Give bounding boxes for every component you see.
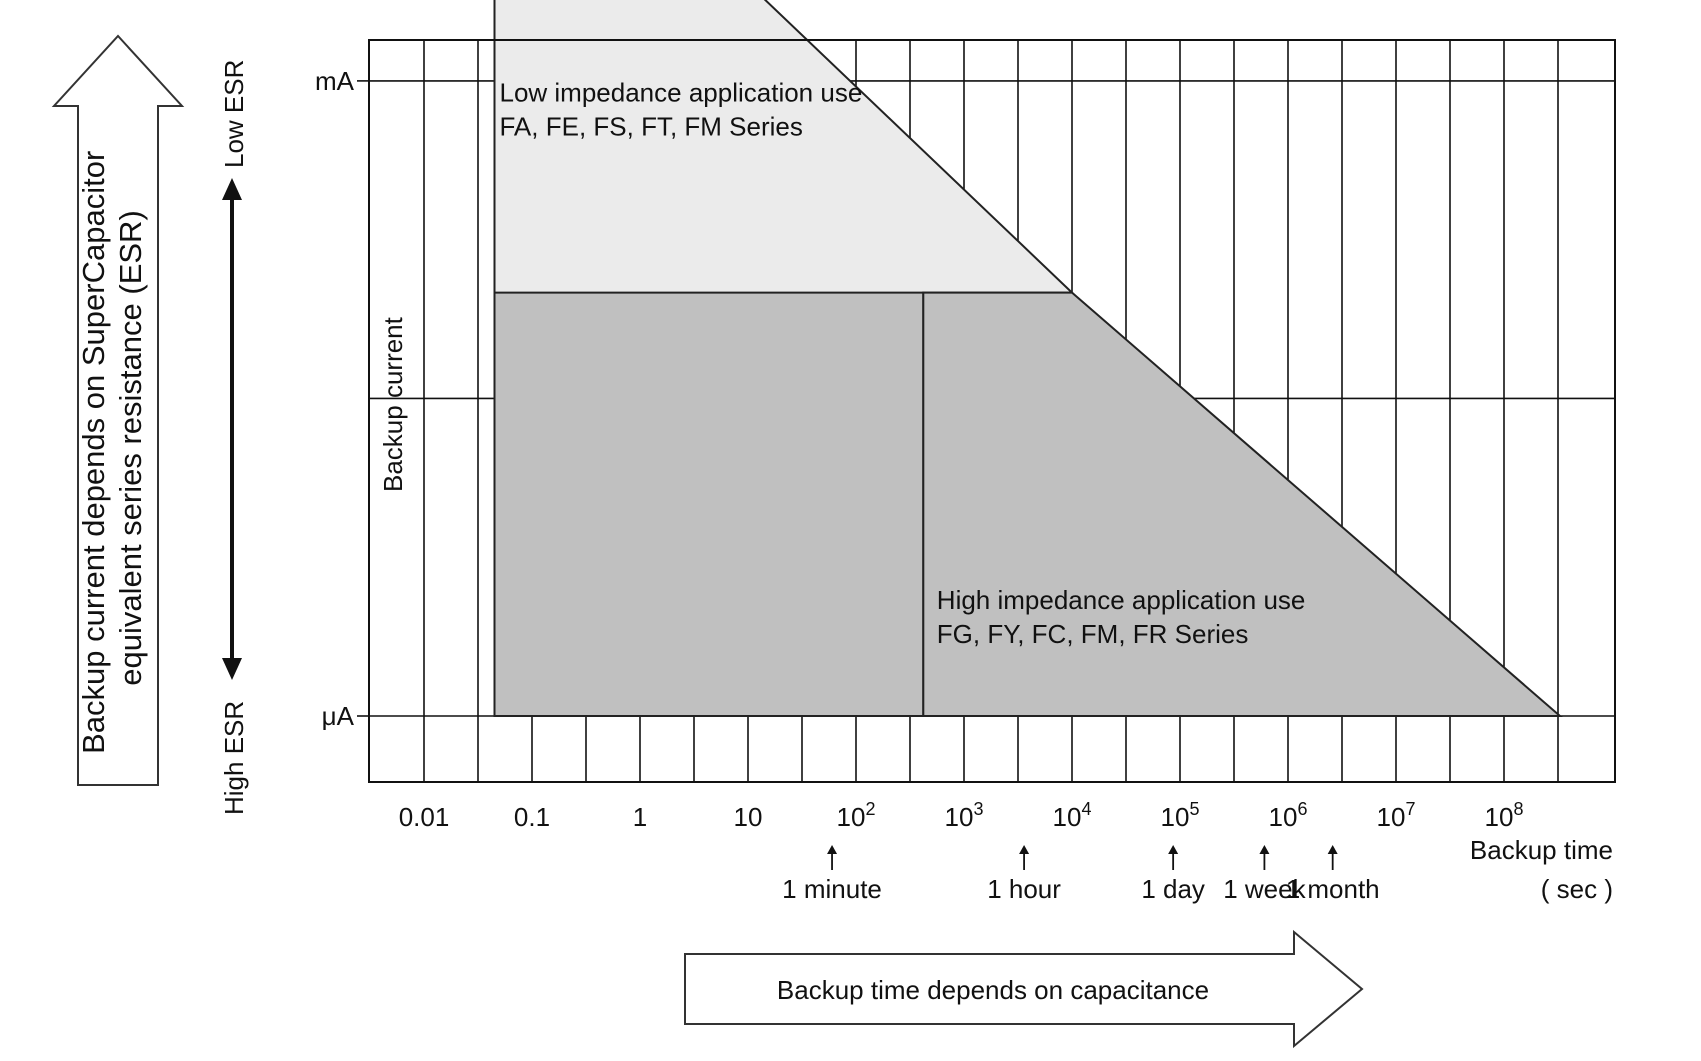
x-tick-label: 102 <box>837 799 876 832</box>
region-label-line: FG, FY, FC, FM, FR Series <box>937 619 1249 649</box>
y-axis-label: Backup current <box>378 316 408 492</box>
bottom-arrow-text: Backup time depends on capacitance <box>777 975 1209 1005</box>
y-tick-label: mA <box>315 66 355 96</box>
time-marker-arrowhead <box>1019 845 1030 854</box>
esr-low-label: Low ESR <box>219 60 249 168</box>
left-arrow-text: Backup current depends on SuperCapacitor… <box>76 142 148 754</box>
time-marker-label: 1 hour <box>987 874 1061 904</box>
region-label-low-impedance: Low impedance application use FA, FE, FS,… <box>499 77 862 141</box>
region-label-line: FA, FE, FS, FT, FM Series <box>499 111 802 141</box>
region-label-line: Low impedance application use <box>499 77 862 107</box>
plot-frame <box>368 39 1616 783</box>
bottom-big-arrow <box>684 929 1364 1049</box>
y-tick-label: μA <box>322 701 355 731</box>
regions <box>493 0 1563 717</box>
time-marker-label: 1 month <box>1286 874 1380 904</box>
x-tick-label: 105 <box>1161 799 1200 832</box>
left-arrow-line-2: equivalent series resistance (ESR) <box>113 210 148 686</box>
x-tick-label: 1 <box>633 802 647 832</box>
x-tick-label: 0.1 <box>514 802 550 832</box>
left-arrow-line-1: Backup current depends on SuperCapacitor <box>76 151 111 754</box>
region-low-impedance-base <box>493 291 925 717</box>
x-tick-label: 106 <box>1269 799 1308 832</box>
region-label-high-impedance: High impedance application use FG, FY, FC… <box>937 585 1306 649</box>
left-big-arrow <box>51 34 185 786</box>
x-tick-label: 104 <box>1053 799 1092 832</box>
x-axis-unit: ( sec ) <box>1541 874 1613 904</box>
x-axis-label: Backup time <box>1470 835 1613 865</box>
region-labels: Low impedance application use FA, FE, FS,… <box>499 77 1306 649</box>
x-axis-ticks: 0.01 0.1 1 10 102 103 104 105 106 107 108 <box>399 799 1524 832</box>
x-tick-label: 107 <box>1377 799 1416 832</box>
y-axis-ticks: μAmAAkA <box>315 66 369 731</box>
time-marker-arrowhead <box>1327 845 1338 854</box>
x-tick-label: 108 <box>1485 799 1524 832</box>
region-high-impedance <box>922 291 1563 717</box>
time-marker-arrowhead <box>1259 845 1270 854</box>
x-tick-label: 103 <box>945 799 984 832</box>
esr-high-label: High ESR <box>219 701 249 815</box>
time-marker-arrowhead <box>1168 845 1179 854</box>
region-label-line: High impedance application use <box>937 585 1306 615</box>
time-marker-label: 1 minute <box>782 874 882 904</box>
x-tick-label: 10 <box>734 802 763 832</box>
time-marker-arrowhead <box>827 845 838 854</box>
esr-arrow-up-head <box>222 178 242 200</box>
x-tick-label: 0.01 <box>399 802 450 832</box>
esr-arrow-down-head <box>222 658 242 680</box>
time-marker-label: 1 week <box>1223 874 1306 904</box>
time-marker-label: 1 day <box>1141 874 1205 904</box>
